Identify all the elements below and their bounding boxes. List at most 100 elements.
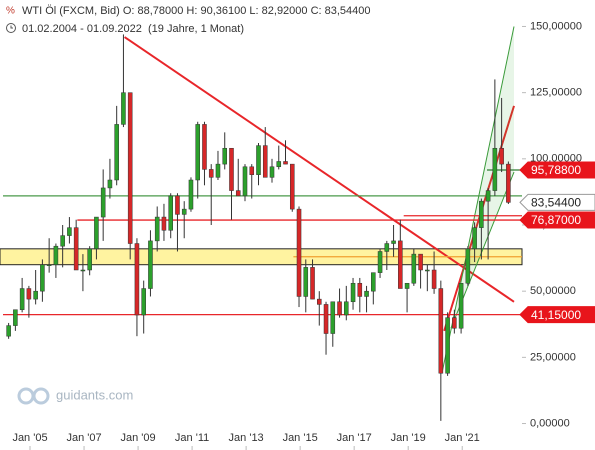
plot: 0,0000025,0000050,0000075,00000100,00000… [0, 20, 595, 450]
price-tag [519, 211, 595, 229]
price-tag-label: 95,78800 [531, 163, 581, 177]
candle-body [492, 147, 498, 191]
logo [17, 387, 35, 405]
x-tick-label: Jan '21 [445, 432, 480, 444]
price-tag [519, 161, 595, 179]
candle-body [242, 166, 248, 197]
candle-body [40, 264, 45, 292]
y-tick-label: 0,00000 [530, 417, 570, 429]
candle-body [181, 208, 187, 215]
candle-body [33, 290, 38, 300]
y-tick-label: 25,00000 [530, 351, 576, 363]
candle-body [418, 253, 423, 271]
header: % WTI Öl (FXCM, Bid) O: 88,78000 H: 90,3… [6, 5, 371, 35]
candle-body [127, 92, 133, 244]
candle-body [499, 147, 504, 165]
candle-body [107, 179, 113, 189]
candle-body [262, 145, 268, 178]
candle-body [60, 235, 65, 247]
price-tag-label: 41,15000 [531, 308, 581, 322]
y-tick-label: 125,00000 [530, 87, 582, 99]
candle-body [161, 216, 167, 231]
candle-body [114, 124, 119, 181]
candle-body [202, 124, 207, 170]
candle-body [506, 163, 511, 203]
candle-body [317, 298, 322, 305]
candle-body [208, 169, 214, 178]
candle-body [330, 301, 336, 334]
y-tick-label: 150,00000 [530, 20, 582, 32]
chart-icon: % [6, 6, 15, 17]
trendline [123, 36, 515, 303]
candle-body [229, 147, 234, 191]
candle-body [377, 251, 383, 273]
candle-body [276, 161, 282, 168]
x-tick-label: Jan '17 [337, 432, 372, 444]
candle-body [391, 240, 396, 244]
candle-body [188, 179, 194, 210]
candle-body [445, 317, 450, 374]
candle-body [121, 92, 126, 125]
candle-body [289, 163, 295, 210]
x-tick-label: Jan '07 [66, 432, 101, 444]
candle-body [465, 248, 471, 284]
candle-body [249, 166, 255, 175]
candle-body [175, 195, 180, 215]
candle-body [431, 269, 437, 289]
candle-body [87, 248, 92, 271]
candle-body [215, 163, 221, 178]
candle-body [364, 290, 369, 297]
x-tick-label: Jan '09 [120, 432, 155, 444]
candle-body [323, 304, 329, 334]
candle-body [195, 124, 200, 181]
candle-body [458, 282, 464, 329]
x-tick-label: Jan '15 [283, 432, 318, 444]
candle-body [141, 288, 146, 316]
candle-body [296, 208, 302, 297]
candle-body [479, 200, 484, 228]
candle-body [425, 269, 430, 272]
chart-title: WTI Öl (FXCM, Bid) O: 88,78000 H: 90,361… [22, 5, 371, 17]
candle-body [53, 245, 59, 265]
candle-body [344, 301, 349, 316]
clock-hands [10, 25, 13, 29]
x-tick-label: Jan '05 [12, 432, 47, 444]
candle-body [6, 325, 11, 337]
candle-body [154, 216, 160, 242]
candle-body [438, 288, 444, 374]
date-range: 01.02.2004 - 01.09.2022 [22, 23, 142, 35]
price-tag [519, 193, 595, 211]
candle-body [80, 269, 86, 272]
price-tag [519, 306, 595, 324]
candle-body [411, 253, 417, 284]
candle-body [283, 161, 288, 165]
candle-body [472, 227, 477, 250]
watermark-text: guidants.com [56, 387, 133, 402]
candle-body [222, 147, 228, 165]
price-tag-label: 83,54400 [531, 196, 581, 210]
candle-body [384, 243, 390, 252]
y-tick-label: 50,00000 [530, 285, 576, 297]
candle-body [404, 282, 410, 289]
candle-body [310, 267, 315, 300]
period: (19 Jahre, 1 Monat) [148, 23, 244, 35]
price-tag-label: 76,87000 [531, 213, 581, 227]
candle-body [350, 282, 356, 303]
x-tick-label: Jan '19 [391, 432, 426, 444]
candle-body [452, 317, 457, 329]
candle-body [371, 272, 376, 292]
candle-body [100, 187, 106, 218]
candle-body [168, 195, 173, 231]
x-tick-label: Jan '13 [229, 432, 264, 444]
candle-body [357, 282, 363, 297]
watermark: guidants.com [17, 387, 133, 405]
candle-body [19, 288, 25, 310]
candle-body [46, 264, 52, 266]
candle-body [398, 240, 403, 289]
candle-body [303, 267, 309, 297]
candle-body [94, 216, 99, 250]
candle-body [235, 190, 241, 197]
candle-body [73, 227, 79, 271]
